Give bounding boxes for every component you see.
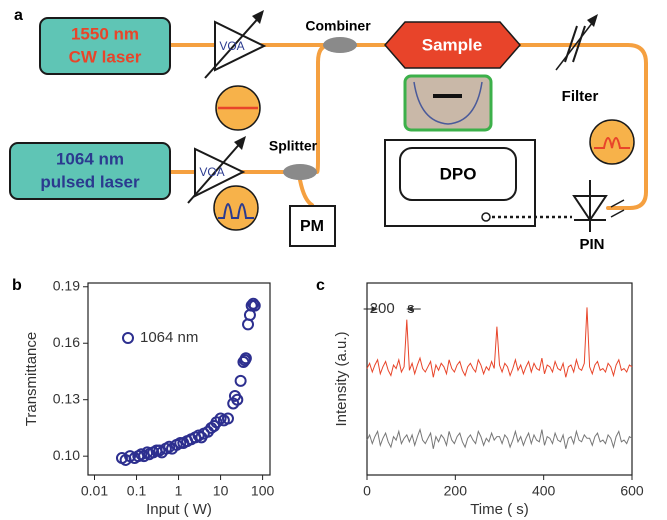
pm-label: PM — [300, 218, 324, 235]
point — [163, 440, 176, 453]
light-arrow — [610, 199, 625, 208]
voa-label: VOA — [219, 39, 244, 53]
laser-label: 1550 nm — [71, 24, 139, 43]
legend-marker — [122, 332, 134, 344]
dpo-screen — [399, 147, 517, 201]
point — [234, 374, 247, 387]
x-tick-label: 10 — [213, 483, 229, 499]
annotation: 200 s — [370, 300, 415, 317]
point — [247, 297, 260, 310]
point — [248, 299, 261, 312]
x-tick-label: 100 — [251, 483, 275, 499]
point — [243, 309, 256, 321]
splitter — [283, 164, 317, 180]
laser-box — [9, 142, 171, 200]
signal-icon — [589, 119, 635, 165]
filter-arrow — [555, 17, 597, 71]
combiner — [323, 37, 357, 53]
pulse-signal — [594, 137, 630, 149]
y-tick-label: 0.19 — [53, 277, 80, 293]
y-axis-label: Transmittance — [23, 332, 40, 426]
filter — [572, 25, 586, 63]
x-tick-label: 0.1 — [127, 483, 147, 499]
x-tick-label: 0 — [363, 483, 371, 499]
x-tick-label: 200 — [444, 483, 468, 499]
y-axis-label: Intensity (a.u.) — [333, 331, 350, 426]
point — [221, 412, 234, 425]
trace — [366, 307, 633, 378]
voa-arrow — [187, 139, 244, 204]
pin-label: PIN — [579, 236, 604, 253]
dpo-label: DPO — [440, 164, 477, 183]
y-tick-label: 0.13 — [53, 390, 80, 406]
fiber — [168, 43, 332, 207]
x-axis-label: Time ( s) — [470, 501, 529, 518]
point — [135, 448, 148, 461]
sample — [384, 21, 521, 69]
light-arrow — [610, 209, 625, 218]
sample-curve — [413, 81, 483, 125]
signal-icon — [213, 185, 259, 231]
sample-image — [403, 74, 493, 132]
laser-label: pulsed laser — [40, 172, 140, 191]
legend-label: 1064 nm — [140, 329, 198, 346]
x-tick-label: 1 — [175, 483, 183, 499]
trace — [366, 427, 633, 449]
laser-label: 1064 nm — [56, 149, 124, 168]
y-tick-label: 0.16 — [53, 334, 80, 350]
sample-label: Sample — [422, 35, 482, 54]
x-axis-label: Input ( W) — [146, 501, 212, 518]
arrow-head — [252, 10, 264, 24]
x-tick-label: 600 — [620, 483, 644, 499]
laser-box — [39, 17, 171, 75]
pulse-signal — [218, 203, 254, 219]
y-tick-label: 0.10 — [53, 447, 80, 463]
panel-label: a — [14, 7, 23, 24]
x-tick-label: 0.01 — [81, 483, 108, 499]
voa — [214, 20, 267, 72]
fiber — [168, 43, 648, 210]
splitter-label: Splitter — [269, 138, 318, 154]
arrow-head — [371, 306, 378, 312]
laser-label: CW laser — [69, 47, 142, 66]
filter-label: Filter — [562, 88, 599, 105]
pm — [289, 205, 336, 247]
voa — [194, 147, 246, 198]
panel-label: b — [12, 277, 22, 294]
combiner-label: Combiner — [305, 18, 371, 34]
arrow-head — [587, 14, 598, 27]
plot-frame — [366, 282, 633, 476]
point — [239, 352, 252, 365]
arrow-head — [234, 136, 246, 150]
x-tick-label: 400 — [532, 483, 556, 499]
arrow-head — [406, 306, 413, 312]
point — [231, 393, 244, 406]
voa-label: VOA — [199, 165, 224, 179]
point — [153, 444, 166, 457]
fibers — [168, 43, 648, 210]
dpo-port — [481, 212, 491, 222]
panel-label: c — [316, 277, 325, 294]
point — [242, 318, 255, 331]
voa-arrow — [204, 13, 263, 79]
